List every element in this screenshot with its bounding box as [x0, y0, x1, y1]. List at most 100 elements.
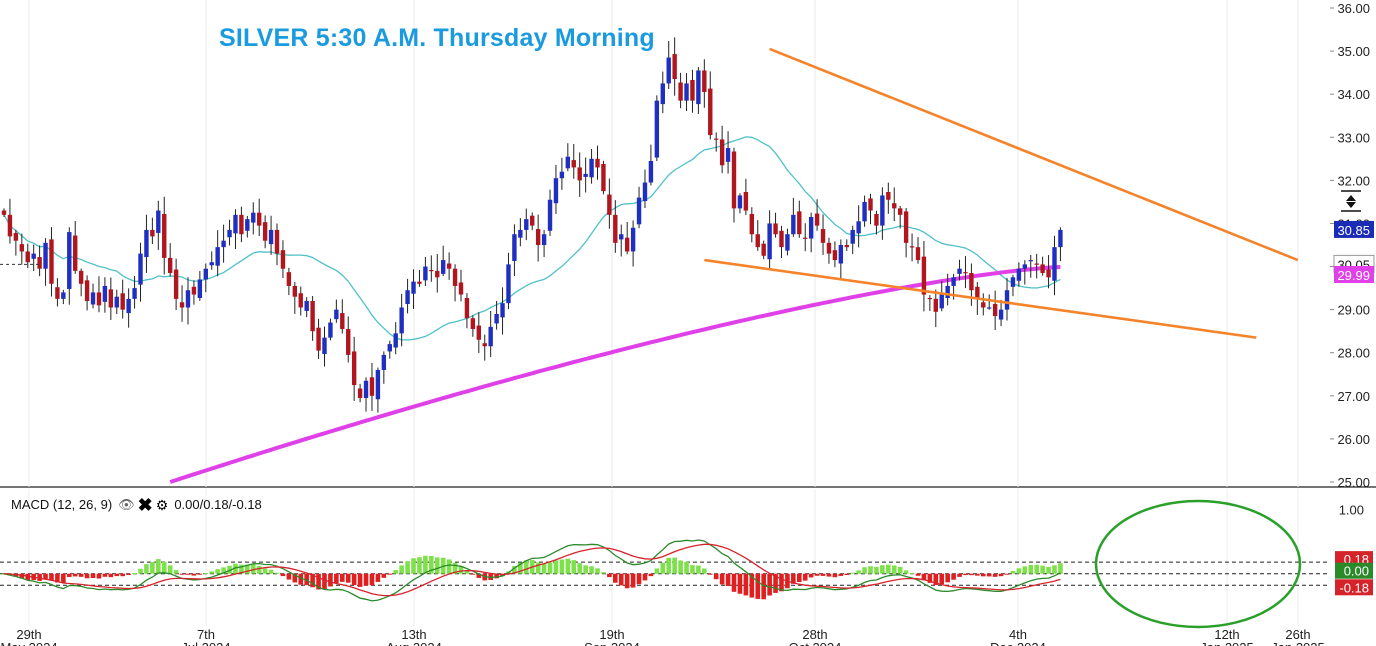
x-label-month: Aug 2024 [386, 640, 442, 646]
price-tick-label: 33.00 [1337, 130, 1370, 145]
macd-histogram-bar [702, 568, 707, 574]
price-label-box [1334, 220, 1374, 238]
macd-histogram-bar [992, 573, 998, 577]
candle-body [874, 213, 879, 226]
candle-body [476, 325, 481, 340]
macd-header: MACD (12, 26, 9) 👁 ✖ ⚙ 0.00/0.18/-0.18 [11, 494, 262, 515]
macd-histogram-bar [761, 573, 766, 600]
macd-histogram-bar [690, 565, 695, 574]
candle-body [405, 290, 410, 305]
close-icon[interactable]: ✖ [137, 494, 153, 515]
macd-histogram-bar [791, 573, 796, 584]
chart-title: SILVER 5:30 A.M. Thursday Morning [219, 24, 655, 52]
macd-histogram-bar [891, 565, 897, 574]
price-label-text: 29.99 [1337, 268, 1370, 283]
macd-histogram-bar [375, 573, 381, 582]
candle-body [49, 239, 54, 284]
macd-histogram-bar [547, 562, 553, 574]
candle-body [666, 57, 671, 84]
macd-histogram-bar [393, 570, 399, 574]
macd-histogram-bar [1022, 566, 1028, 574]
candle-body [233, 214, 238, 234]
candle-body [1052, 247, 1057, 281]
macd-histogram-bar [494, 573, 499, 579]
candle-body [672, 54, 677, 80]
candle-body [714, 138, 719, 140]
macd-histogram-bar [405, 561, 410, 574]
macd-histogram-bar [607, 573, 612, 578]
candle-body [381, 354, 387, 370]
macd-histogram-bar [126, 573, 131, 575]
candle-body [696, 70, 701, 105]
macd-histogram-bar [262, 568, 268, 574]
macd-histogram-bar [713, 573, 719, 580]
macd-histogram-bar [808, 573, 814, 578]
macd-histogram-bar [84, 573, 90, 579]
macd-histogram-bar [233, 563, 238, 574]
upper-trendline [769, 47, 1299, 262]
macd-histogram-bar [1046, 566, 1051, 574]
candle-body [19, 244, 25, 252]
candle-body [440, 260, 446, 274]
candle-body [209, 262, 214, 266]
candle-body [43, 242, 48, 269]
candle-body [268, 229, 274, 245]
candle-body [535, 229, 541, 245]
macd-histogram-bar [1034, 564, 1039, 574]
price-tick-label: 35.00 [1337, 44, 1370, 59]
candle-body [506, 264, 511, 304]
macd-histogram-bar [423, 555, 428, 574]
ma-fast-line [3, 136, 1061, 341]
candle-body [84, 280, 90, 302]
macd-histogram-bar [820, 573, 826, 576]
macd-histogram-bar [909, 573, 915, 575]
candle-body [927, 298, 933, 300]
gear-icon[interactable]: ⚙ [155, 496, 169, 513]
macd-histogram-bar [328, 573, 333, 587]
candle-body [998, 309, 1004, 320]
macd-histogram-bar [446, 559, 452, 574]
macd-histogram-bar [624, 573, 630, 589]
macd-histogram-bar [310, 573, 315, 588]
candle-body [191, 286, 197, 295]
candle-body [690, 79, 695, 101]
macd-histogram-bar [856, 570, 861, 574]
macd-histogram-bar [868, 566, 873, 574]
macd-histogram-bar [476, 573, 482, 578]
macd-histogram-bar [642, 573, 648, 581]
candle-body [488, 326, 493, 347]
candle-body [684, 83, 689, 101]
x-label-day: 26th [1285, 627, 1310, 642]
candle-body [850, 229, 855, 244]
candle-body [25, 251, 30, 263]
candle-body [880, 195, 885, 226]
macd-histogram-bar [245, 564, 250, 574]
x-label-month: Jul 2024 [181, 640, 230, 646]
candle-body [624, 237, 630, 252]
candle-body [737, 195, 743, 209]
macd-values: 0.00/0.18/-0.18 [174, 497, 262, 512]
macd-histogram-bar [743, 573, 749, 596]
candle-body [1034, 263, 1039, 265]
macd-histogram-bar [933, 573, 939, 586]
x-label-month: Jan 2025 [1271, 640, 1325, 646]
macd-histogram-bar [173, 570, 179, 574]
macd-histogram-bar [1058, 563, 1063, 574]
candle-body [387, 344, 392, 352]
macd-histogram-bar [565, 558, 571, 574]
macd-histogram-bar [399, 565, 404, 574]
macd-tick-label: 1.00 [1339, 502, 1364, 517]
candle-body [933, 298, 938, 312]
candle-body [67, 232, 72, 289]
macd-histogram-bar [998, 573, 1004, 577]
x-label-month: Sep 2024 [584, 640, 640, 646]
eye-icon[interactable]: 👁 [118, 496, 135, 512]
x-label-month: Oct 2024 [789, 640, 842, 646]
candle-body [31, 253, 36, 259]
macd-histogram-bar [618, 573, 624, 586]
macd-histogram-bar [678, 560, 683, 574]
macd-histogram-bar [559, 559, 565, 574]
candle-body [1040, 264, 1045, 274]
candle-body [470, 318, 476, 330]
candle-body [803, 237, 808, 239]
